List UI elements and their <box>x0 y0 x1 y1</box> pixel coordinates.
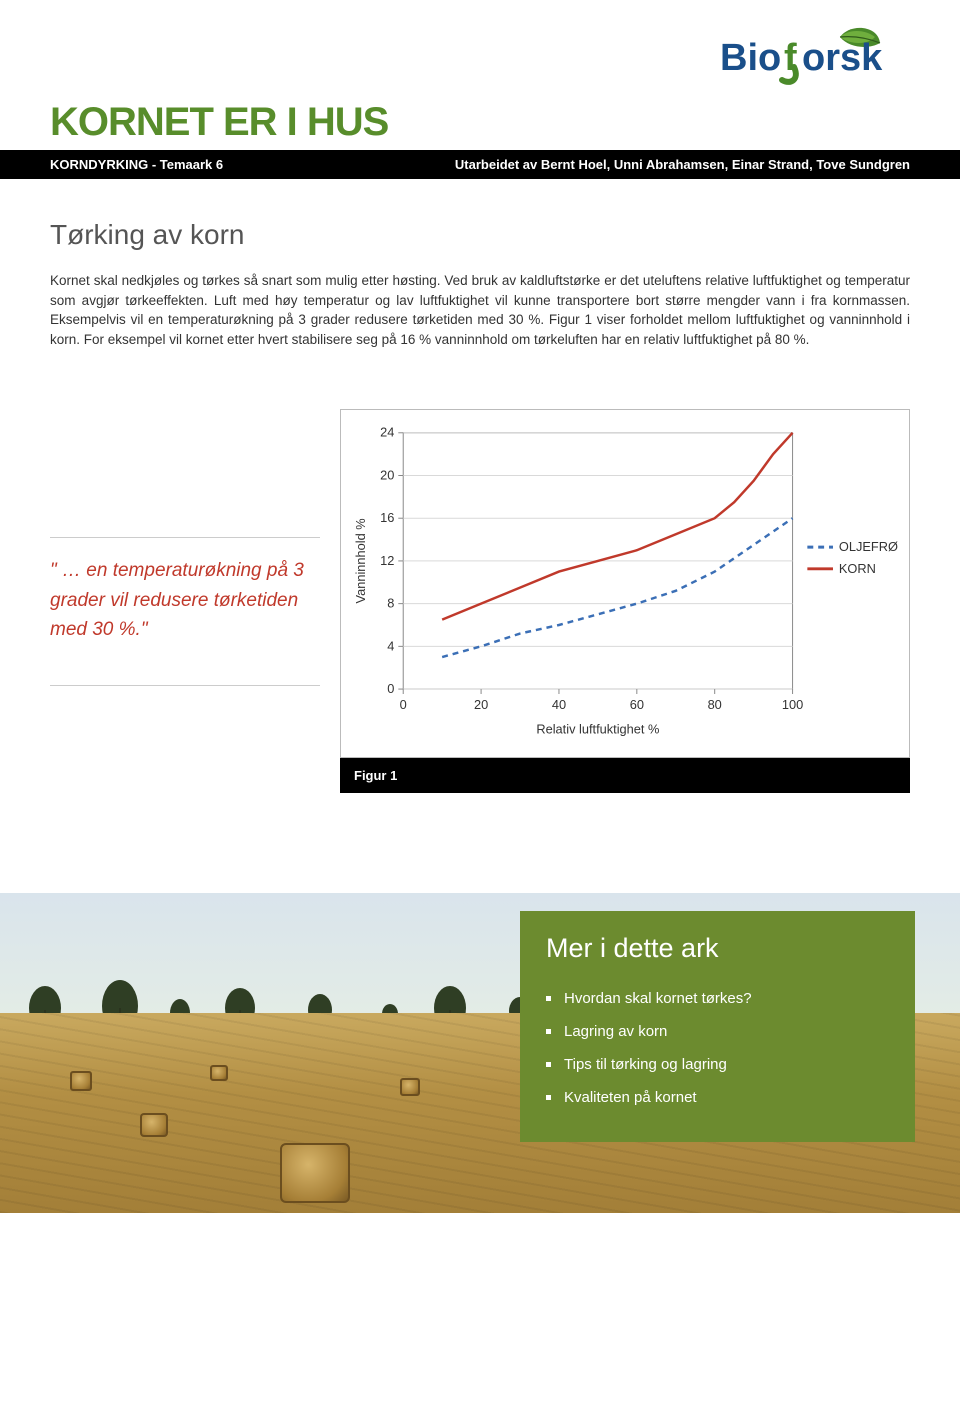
svg-text:80: 80 <box>708 697 722 712</box>
svg-text:8: 8 <box>387 596 394 611</box>
svg-text:Vanninnhold %: Vanninnhold % <box>353 519 368 604</box>
svg-text:4: 4 <box>387 639 394 654</box>
svg-text:100: 100 <box>782 697 803 712</box>
bioforsk-logo: Bio f orsk <box>720 25 910 85</box>
info-panel: Mer i dette ark Hvordan skal kornet tørk… <box>520 911 915 1142</box>
svg-text:12: 12 <box>380 553 394 568</box>
subtitle-bar: KORNDYRKING - Temaark 6 Utarbeidet av Be… <box>0 150 960 179</box>
svg-text:OLJEFRØ: OLJEFRØ <box>839 539 898 554</box>
figure-1-chart: 0 4 8 12 16 20 24 0 20 40 60 80 100 Vanninnhold % Rela… <box>340 409 910 757</box>
subtitle-right: Utarbeidet av Bernt Hoel, Unni Abrahamse… <box>455 157 910 172</box>
page-main-title: KORNET ER I HUS <box>0 100 960 150</box>
info-panel-item: Kvaliteten på kornet <box>546 1081 889 1114</box>
svg-text:16: 16 <box>380 510 394 525</box>
info-panel-item: Tips til tørking og lagring <box>546 1048 889 1081</box>
bottom-photo-section: Mer i dette ark Hvordan skal kornet tørk… <box>0 893 960 1213</box>
body-paragraph: Kornet skal nedkjøles og tørkes så snart… <box>50 271 910 349</box>
section-title: Tørking av korn <box>50 219 910 251</box>
figure-caption: Figur 1 <box>340 758 910 793</box>
info-panel-list: Hvordan skal kornet tørkes?Lagring av ko… <box>546 982 889 1114</box>
header: Bio f orsk <box>0 0 960 100</box>
svg-text:20: 20 <box>380 468 394 483</box>
svg-text:60: 60 <box>630 697 644 712</box>
svg-text:24: 24 <box>380 425 394 440</box>
svg-text:KORN: KORN <box>839 561 876 576</box>
svg-text:0: 0 <box>400 697 407 712</box>
svg-text:20: 20 <box>474 697 488 712</box>
svg-text:orsk: orsk <box>802 37 883 79</box>
pull-quote: " … en temperaturøkning på 3 grader vil … <box>50 556 320 644</box>
svg-text:40: 40 <box>552 697 566 712</box>
pull-quote-column: " … en temperaturøkning på 3 grader vil … <box>50 409 320 703</box>
svg-text:Relativ luftfuktighet %: Relativ luftfuktighet % <box>536 722 659 737</box>
info-panel-item: Hvordan skal kornet tørkes? <box>546 982 889 1015</box>
info-panel-item: Lagring av korn <box>546 1015 889 1048</box>
svg-text:0: 0 <box>387 681 394 696</box>
info-panel-title: Mer i dette ark <box>546 933 889 964</box>
svg-text:Bio: Bio <box>720 37 781 79</box>
subtitle-left: KORNDYRKING - Temaark 6 <box>50 157 223 172</box>
